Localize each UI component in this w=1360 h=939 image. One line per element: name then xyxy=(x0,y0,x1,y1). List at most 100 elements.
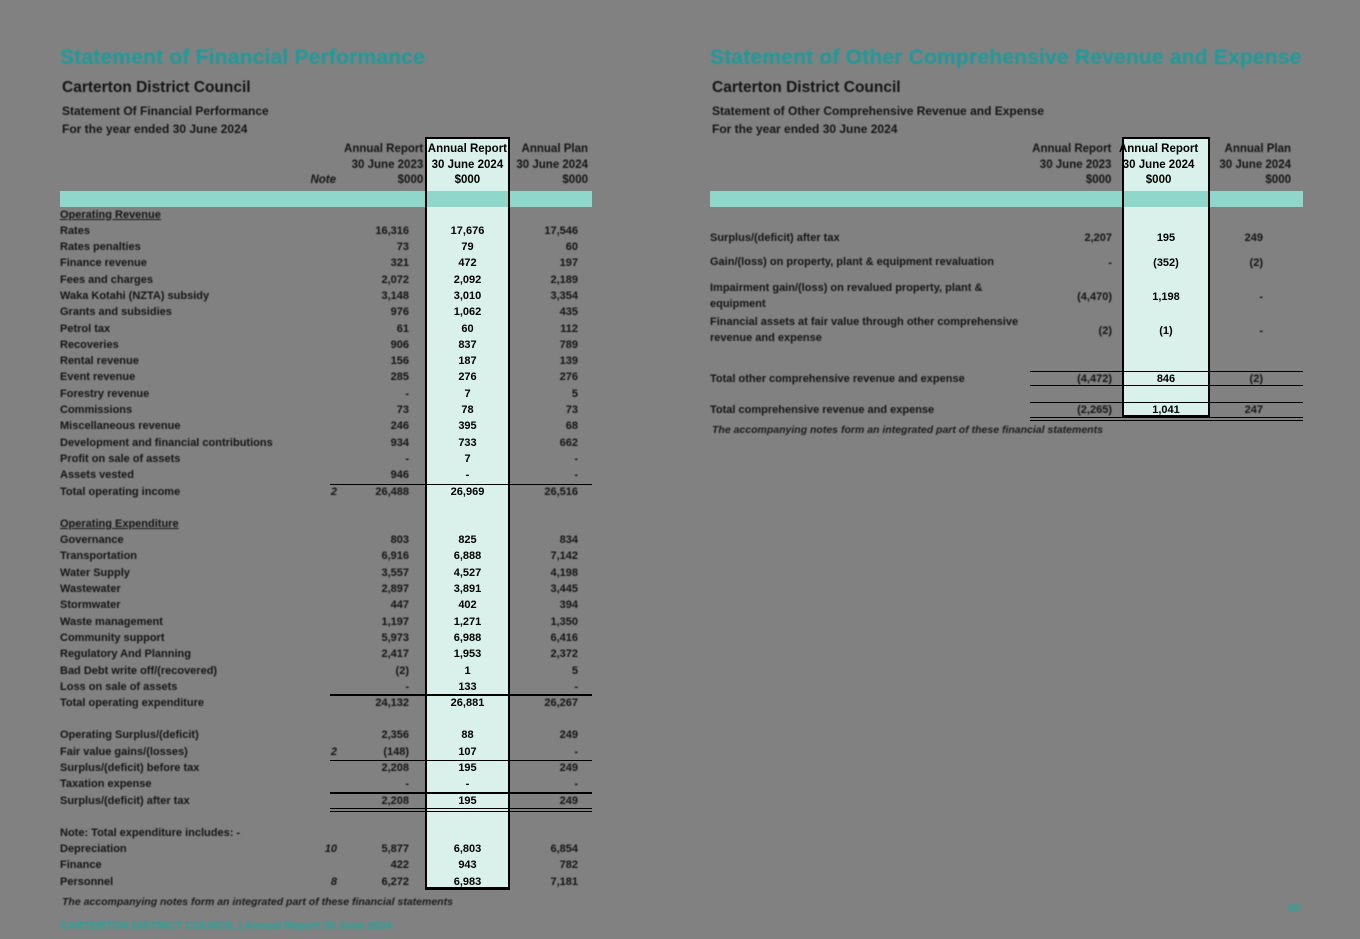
row-label: Fair value gains/(losses) xyxy=(60,745,188,758)
value-highlighted: 17,676 xyxy=(450,224,485,237)
value: - xyxy=(1259,290,1263,303)
sum-rule xyxy=(1030,370,1303,372)
sum-rule xyxy=(330,483,592,485)
note-ref xyxy=(310,386,345,402)
note-ref xyxy=(310,239,345,255)
value: 3,445 xyxy=(550,583,578,596)
value-highlighted: 472 xyxy=(458,257,477,270)
value-highlighted: 6,888 xyxy=(453,550,482,563)
note-ref xyxy=(310,548,345,564)
note-column-header: Note xyxy=(310,174,337,186)
value: 24,132 xyxy=(375,697,409,710)
note-ref xyxy=(310,451,345,467)
row-label: Surplus/(deficit) before tax xyxy=(60,762,200,774)
value: - xyxy=(574,745,578,758)
value: (2) xyxy=(395,664,409,677)
note-ref: 8 xyxy=(330,875,337,888)
note-ref: 2 xyxy=(330,745,337,758)
table-row: Governance 803 825 834 xyxy=(60,532,592,548)
note-ref xyxy=(310,467,345,483)
value-highlighted: (352) xyxy=(1153,256,1179,269)
value-highlighted: 846 xyxy=(1156,372,1176,385)
table-row: Total other comprehensive revenue and ex… xyxy=(710,370,1303,387)
value: 321 xyxy=(390,257,409,270)
note-ref xyxy=(310,727,345,743)
sum-rule xyxy=(330,791,592,794)
council-name: Carterton District Council xyxy=(712,79,901,96)
value-highlighted: 2,092 xyxy=(453,273,482,286)
row-label: Fees and charges xyxy=(60,273,153,286)
table-row: Total operating expenditure 24,132 26,881 2… xyxy=(60,694,592,711)
column-headers: Annual Report 30 June 2023 $000 Annual Repo… xyxy=(710,142,1303,189)
column-headers: Note Annual Report 30 June 2023 $000 Annual … xyxy=(60,142,592,189)
value: 6,416 xyxy=(550,631,578,644)
row-label: Surplus/(deficit) after tax xyxy=(710,231,840,244)
table-row: Personnel 8 6,272 6,983 7,181 xyxy=(60,874,592,890)
value: 5 xyxy=(571,664,578,677)
value: 662 xyxy=(559,436,578,449)
value: (2) xyxy=(1249,372,1263,385)
value-highlighted: 943 xyxy=(458,859,477,872)
column-header-highlighted: Annual Report 30 June 2024 $000 xyxy=(1118,143,1199,186)
value-highlighted: 187 xyxy=(458,355,477,368)
statement-period: For the year ended 30 June 2024 xyxy=(712,122,898,136)
value: 60 xyxy=(565,241,578,254)
note-ref xyxy=(310,402,345,418)
table-row: Miscellaneous revenue 246 395 68 xyxy=(60,418,592,434)
note-ref xyxy=(310,516,345,532)
table-row: Transportation 6,916 6,888 7,142 xyxy=(60,548,592,564)
page-number: 50 xyxy=(1288,903,1301,915)
row-label: Operating Expenditure xyxy=(60,517,179,530)
sum-rule xyxy=(1030,402,1303,404)
row-label: Personnel xyxy=(60,875,114,888)
value: 2,072 xyxy=(381,273,409,286)
sum-rule xyxy=(330,760,592,761)
row-label: Water Supply xyxy=(60,566,130,579)
value: 73 xyxy=(396,404,409,417)
value: 6,272 xyxy=(381,875,409,888)
value: 5,973 xyxy=(381,631,409,644)
value: 2,356 xyxy=(381,729,409,742)
table-row: Water Supply 3,557 4,527 4,198 xyxy=(60,565,592,581)
value-highlighted: 195 xyxy=(458,762,477,774)
value-highlighted: 7 xyxy=(464,452,471,465)
row-label: Depreciation xyxy=(60,843,127,856)
value: 3,354 xyxy=(550,289,578,302)
value: - xyxy=(1259,324,1263,337)
note-ref xyxy=(310,223,345,239)
note-ref xyxy=(310,565,345,581)
value-highlighted: 3,891 xyxy=(453,583,482,596)
value: 1,350 xyxy=(550,615,578,628)
value: - xyxy=(574,680,578,693)
spacer-row xyxy=(60,500,592,516)
row-label: Rates xyxy=(60,224,90,237)
value: 2,372 xyxy=(550,648,578,661)
value: 139 xyxy=(559,355,578,368)
note-ref xyxy=(310,679,345,695)
table-row: Rates 16,316 17,676 17,546 xyxy=(60,223,592,239)
note-ref xyxy=(310,663,345,679)
row-label: Finance xyxy=(60,859,102,872)
note-ref xyxy=(310,825,345,841)
value: - xyxy=(405,680,409,693)
spacer-row xyxy=(710,387,1303,402)
table-row: Rates penalties 73 79 60 xyxy=(60,239,592,255)
note-ref xyxy=(310,776,345,792)
row-label: Profit on sale of assets xyxy=(60,452,181,465)
value: 2,208 xyxy=(381,762,409,774)
spacer-row xyxy=(710,207,1303,230)
table-row: Operating Surplus/(deficit) 2,356 88 249 xyxy=(60,727,592,743)
value: (4,470) xyxy=(1077,290,1112,303)
row-label: Gain/(loss) on property, plant & equipme… xyxy=(710,256,994,269)
value-highlighted: 1,198 xyxy=(1152,290,1180,303)
value: - xyxy=(405,452,409,465)
table-row: Assets vested 946 - - xyxy=(60,467,592,483)
table-row: Finance revenue 321 472 197 xyxy=(60,255,592,271)
row-label: Loss on sale of assets xyxy=(60,680,178,693)
other-comprehensive-table: Annual Report 30 June 2023 $000 Annual Repo… xyxy=(710,137,1303,422)
note-ref xyxy=(310,614,345,630)
header-spacer xyxy=(60,142,302,189)
value: - xyxy=(574,778,578,791)
note-ref xyxy=(310,321,345,337)
note-ref xyxy=(310,369,345,385)
